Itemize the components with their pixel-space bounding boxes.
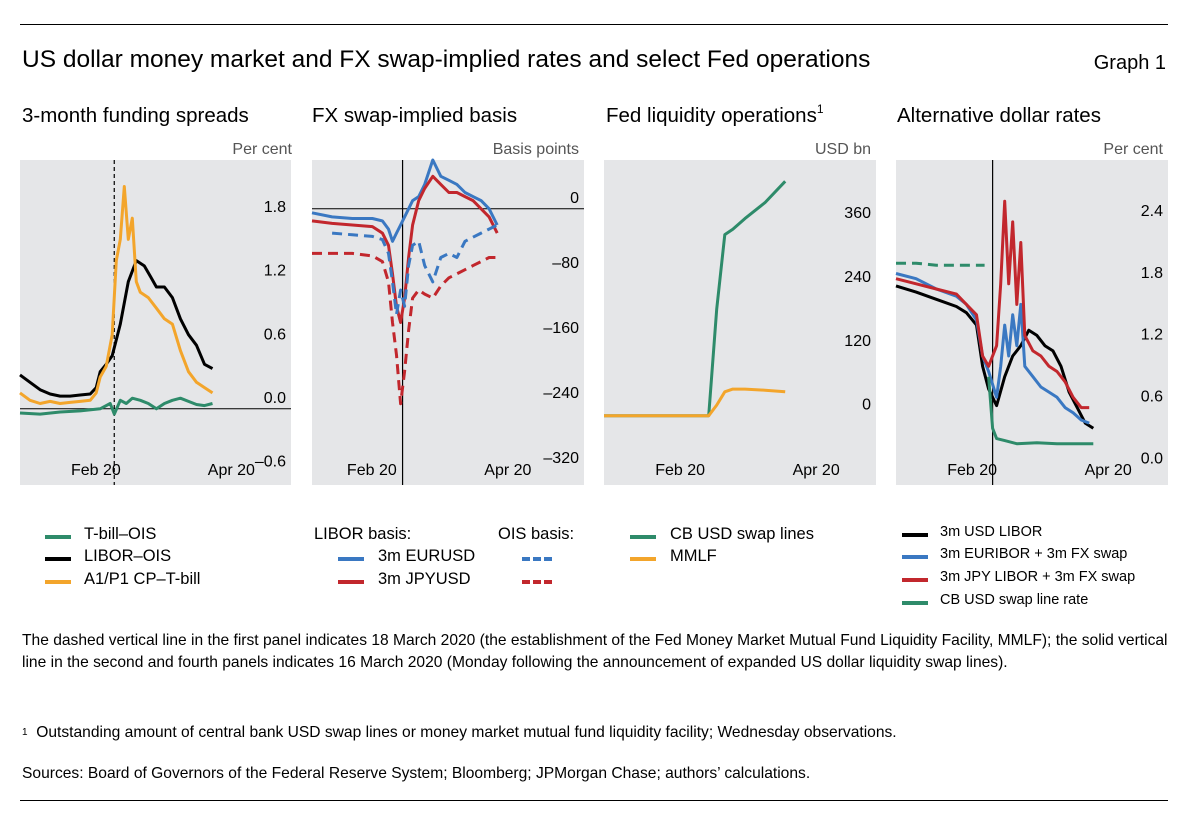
legend-label-eurusd: 3m EURUSD bbox=[378, 547, 476, 565]
y-tick-label-p1: 1.8 bbox=[264, 199, 286, 216]
series-line-p4-3 bbox=[896, 261, 985, 267]
x-tick-label-p3: Feb 20 bbox=[655, 462, 705, 479]
y-tick-label-p4: 0.0 bbox=[1141, 451, 1163, 468]
panel-background-p2 bbox=[312, 160, 584, 485]
bottom-rule bbox=[20, 800, 1168, 801]
legend-swatch-tbill-ois bbox=[45, 535, 71, 539]
series-line-p1-2 bbox=[19, 185, 214, 405]
series-line-p4-2 bbox=[895, 199, 1090, 410]
y-tick-label-p3: 360 bbox=[844, 205, 871, 222]
y-tick-label-p1: –0.6 bbox=[255, 453, 286, 470]
legend-label-usd-libor: 3m USD LIBOR bbox=[940, 524, 1043, 540]
x-tick-label-p1: Apr 20 bbox=[208, 462, 255, 479]
legend-swatch-jpy-libor-fx bbox=[902, 578, 928, 582]
legend-label-libor-ois: LIBOR–OIS bbox=[84, 547, 172, 565]
legend-label-cp-tbill: A1/P1 CP–T-bill bbox=[84, 570, 201, 588]
y-tick-label-p3: 240 bbox=[844, 269, 871, 286]
y-tick-label-p1: 0.6 bbox=[264, 326, 286, 343]
y-tick-label-p4: 2.4 bbox=[1141, 203, 1163, 220]
x-tick-label-p3: Apr 20 bbox=[793, 462, 840, 479]
legend-label-jpy-libor-fx: 3m JPY LIBOR + 3m FX swap bbox=[940, 569, 1136, 585]
legend-label-jpyusd: 3m JPYUSD bbox=[378, 570, 471, 588]
chart-note: The dashed vertical line in the first pa… bbox=[22, 632, 1168, 671]
legend-header-libor-basis: LIBOR basis: bbox=[314, 525, 412, 543]
legend-swatch-jpyusd-libor bbox=[338, 580, 364, 584]
legend-label-tbill-ois: T-bill–OIS bbox=[84, 525, 157, 543]
panel-title-fed-operations-text: Fed liquidity operations bbox=[606, 104, 817, 127]
legend-swatch-jpyusd-ois bbox=[522, 580, 552, 584]
unit-label-p2: Basis points bbox=[492, 141, 579, 158]
footnote: 1 Outstanding amount of central bank USD… bbox=[22, 722, 1172, 744]
series-line-p1-1 bbox=[19, 259, 214, 398]
y-tick-label-p1: 0.0 bbox=[264, 390, 286, 407]
y-tick-label-p4: 0.6 bbox=[1141, 389, 1163, 406]
legend-swatch-cp-tbill bbox=[45, 580, 71, 584]
legend-swatch-euribor-fx bbox=[902, 555, 928, 559]
legend-swatch-eurusd-ois bbox=[522, 557, 552, 561]
series-line-p2-1 bbox=[311, 174, 499, 324]
legend-label-mmlf: MMLF bbox=[670, 547, 717, 565]
unit-label-p3: USD bn bbox=[814, 141, 871, 158]
panel-background-p1 bbox=[20, 160, 291, 485]
y-tick-label-p2: –320 bbox=[543, 450, 579, 467]
y-tick-label-p3: 120 bbox=[844, 333, 871, 350]
unit-label-p1: Per cent bbox=[232, 141, 292, 158]
x-tick-label-p4: Apr 20 bbox=[1085, 462, 1132, 479]
x-tick-label-p1: Feb 20 bbox=[71, 462, 121, 479]
x-tick-label-p4: Feb 20 bbox=[947, 462, 997, 479]
legend-label-cb-swap-rate: CB USD swap line rate bbox=[940, 592, 1089, 608]
panel-background-p4 bbox=[896, 160, 1168, 485]
series-line-p2-3 bbox=[312, 251, 498, 406]
y-tick-label-p2: –80 bbox=[552, 255, 579, 272]
graph-number-label: Graph 1 bbox=[1093, 52, 1166, 74]
sources-note: Sources: Board of Governors of the Feder… bbox=[22, 765, 811, 782]
legend-label-cb-swap-lines: CB USD swap lines bbox=[670, 525, 814, 543]
legend-swatch-mmlf bbox=[630, 557, 656, 561]
y-tick-label-p1: 1.2 bbox=[264, 263, 286, 280]
top-rule bbox=[20, 24, 1168, 25]
unit-label-p4: Per cent bbox=[1103, 141, 1163, 158]
series-line-p2-0 bbox=[311, 158, 499, 243]
panel-title-funding-spreads: 3-month funding spreads bbox=[22, 104, 249, 127]
legend-swatch-cb-swap-rate bbox=[902, 601, 928, 605]
series-line-p3-1 bbox=[604, 387, 786, 418]
series-line-p1-0 bbox=[19, 396, 213, 416]
y-tick-label-p4: 1.8 bbox=[1141, 265, 1163, 282]
legend-swatch-usd-libor bbox=[902, 533, 928, 537]
panel-title-alternative-rates: Alternative dollar rates bbox=[897, 104, 1101, 127]
panel-title-fed-operations: Fed liquidity operations1 bbox=[606, 102, 824, 128]
footnote-number: 1 bbox=[22, 727, 28, 738]
footnote-marker: 1 bbox=[816, 102, 824, 116]
legend-swatch-eurusd-libor bbox=[338, 557, 364, 561]
panel-background-p3 bbox=[604, 160, 876, 485]
y-tick-label-p2: 0 bbox=[570, 190, 579, 207]
legend-label-euribor-fx: 3m EURIBOR + 3m FX swap bbox=[940, 546, 1128, 562]
series-line-p4-4 bbox=[987, 376, 1094, 446]
legend-swatch-cb-swap-lines bbox=[630, 535, 656, 539]
y-tick-label-p4: 1.2 bbox=[1141, 327, 1163, 344]
y-tick-label-p3: 0 bbox=[862, 397, 871, 414]
panel-title-fx-basis: FX swap-implied basis bbox=[312, 104, 518, 127]
y-tick-label-p2: –240 bbox=[543, 385, 579, 402]
graph-title: US dollar money market and FX swap-impli… bbox=[22, 46, 871, 73]
x-tick-label-p2: Feb 20 bbox=[347, 462, 397, 479]
legend-swatch-libor-ois bbox=[45, 557, 71, 561]
x-tick-label-p2: Apr 20 bbox=[484, 462, 531, 479]
legend-header-ois-basis: OIS basis: bbox=[498, 525, 575, 543]
footnote-text: Outstanding amount of central bank USD s… bbox=[36, 724, 897, 741]
y-tick-label-p2: –160 bbox=[543, 320, 579, 337]
